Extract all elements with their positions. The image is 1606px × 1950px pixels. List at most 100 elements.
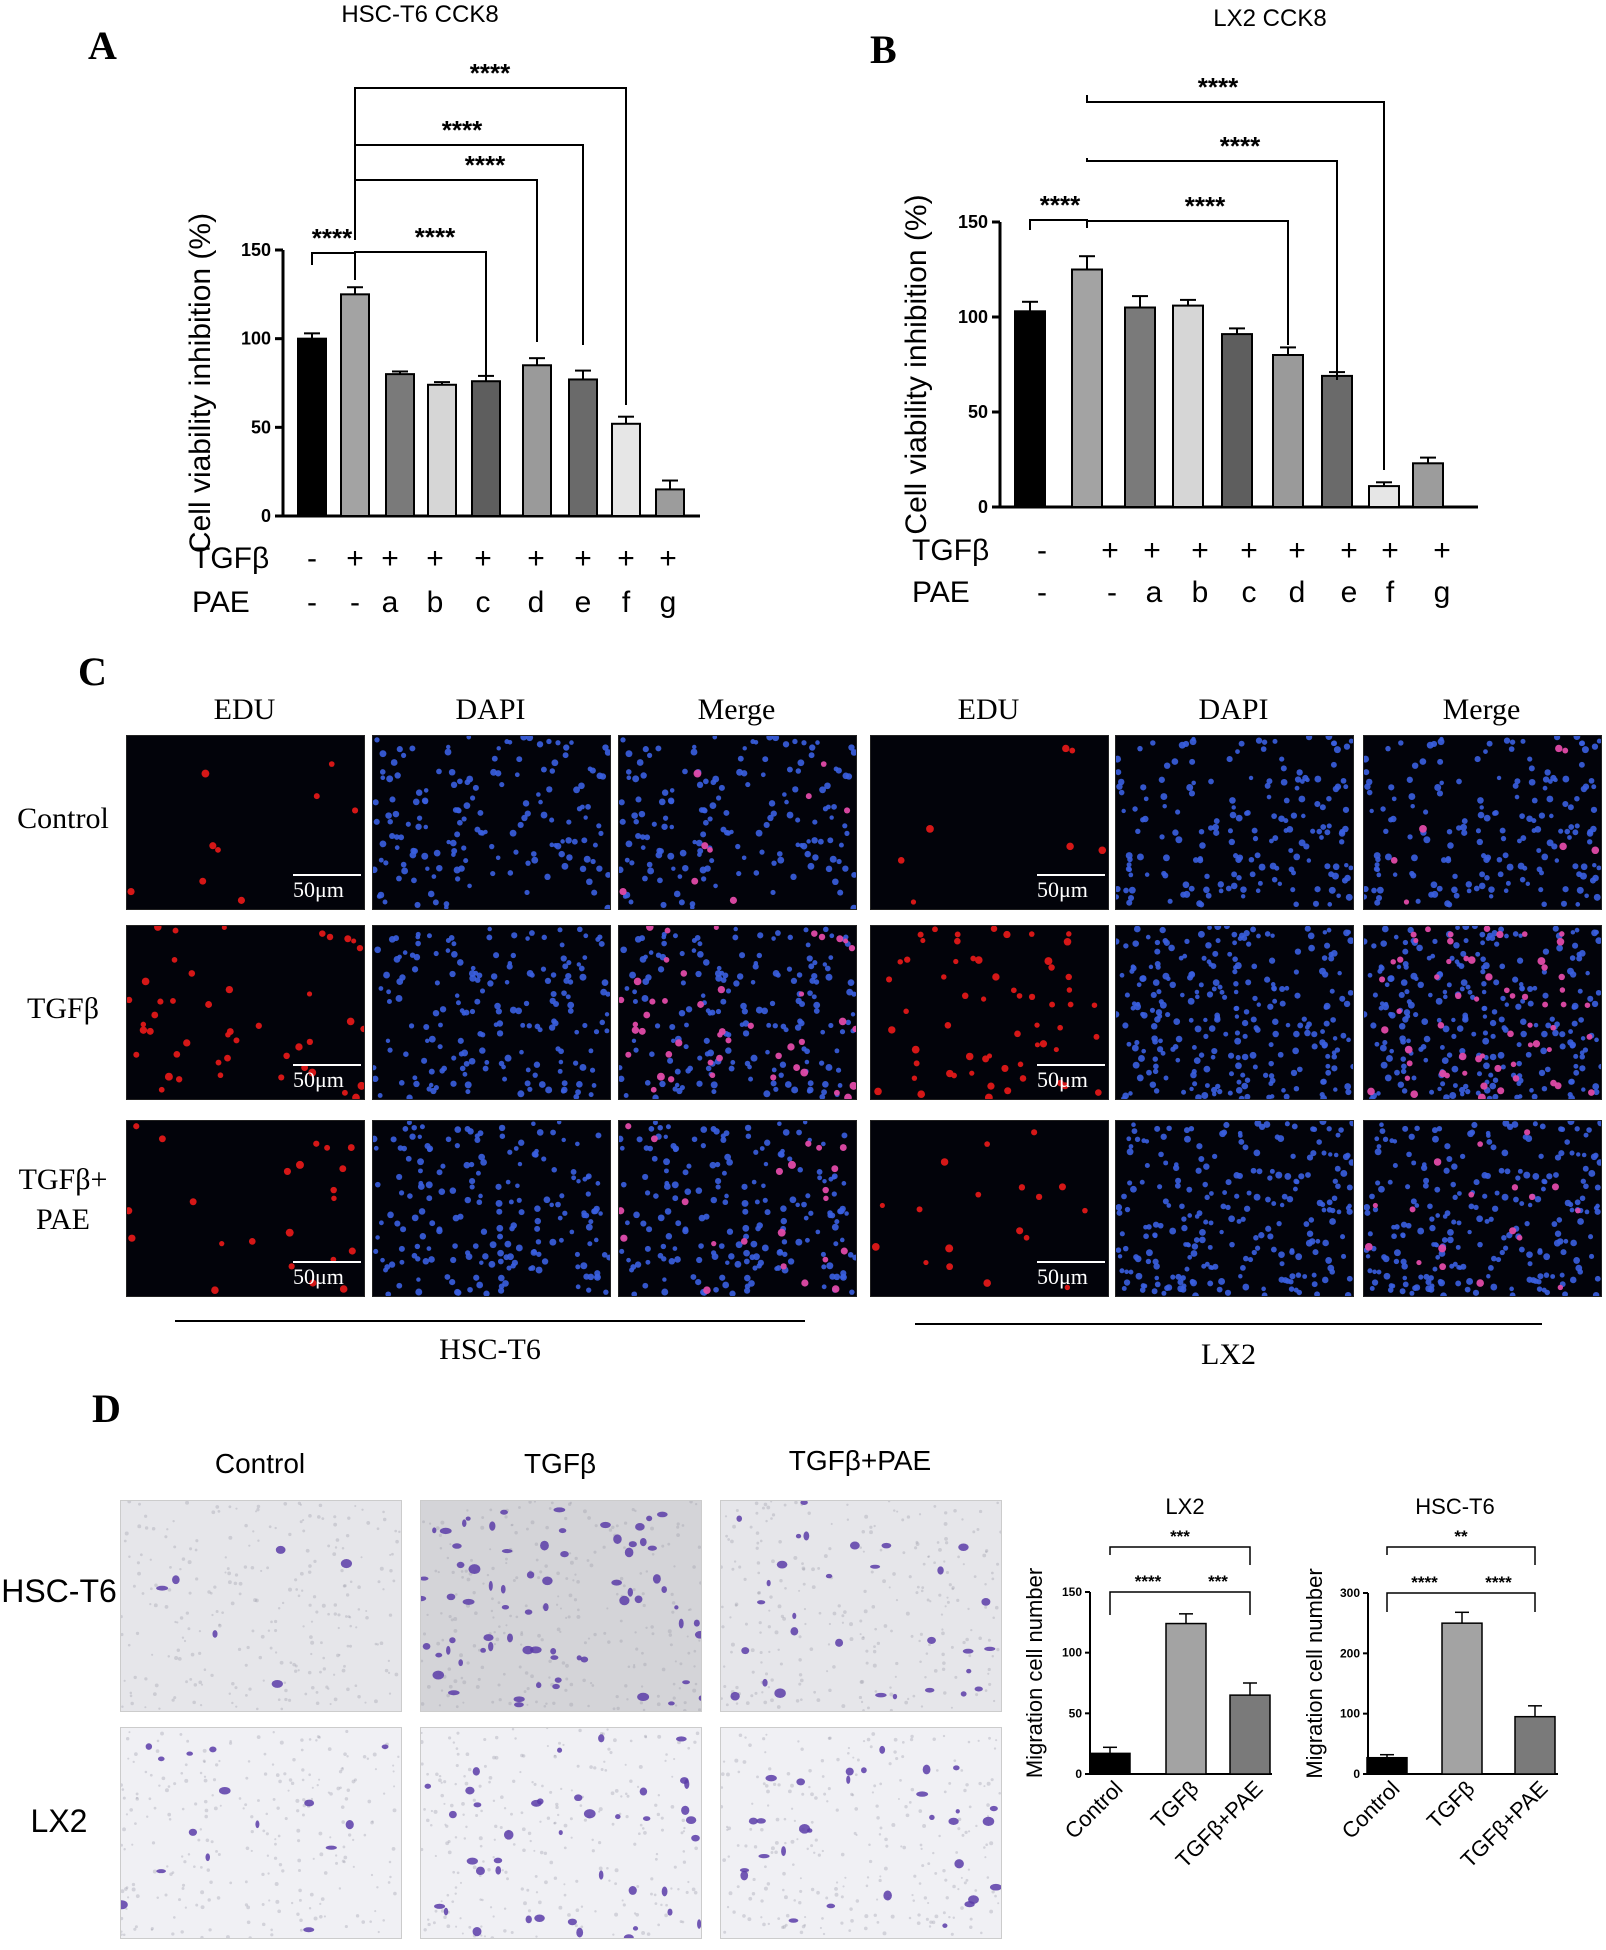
nucleus-dot <box>759 1146 765 1151</box>
edu-dot <box>1446 958 1452 965</box>
nucleus-dot <box>482 1065 489 1072</box>
pore-dot <box>909 1737 914 1742</box>
nucleus-dot <box>1121 808 1126 814</box>
pore-dot <box>287 1789 290 1792</box>
pore-dot <box>455 1763 459 1768</box>
pore-dot <box>556 1627 561 1632</box>
nucleus-dot <box>578 782 585 790</box>
pore-dot <box>827 1787 831 1791</box>
nucleus-dot <box>562 752 569 759</box>
nucleus-dot <box>1182 881 1190 889</box>
pore-dot <box>349 1580 353 1584</box>
nucleus-dot <box>1143 1233 1149 1240</box>
nucleus-dot <box>387 818 393 825</box>
nucleus-dot <box>1398 1023 1406 1030</box>
pore-dot <box>574 1573 577 1576</box>
edu-dot <box>1364 1243 1373 1251</box>
nucleus-dot <box>753 870 760 876</box>
nucleus-dot <box>822 1178 827 1184</box>
pore-dot <box>455 1593 458 1596</box>
nucleus-dot <box>619 1065 623 1071</box>
pore-dot <box>792 1863 795 1866</box>
nucleus-dot <box>491 755 498 762</box>
pore-dot <box>184 1906 187 1909</box>
pore-dot <box>555 1603 559 1606</box>
pore-dot <box>670 1887 673 1890</box>
pore-dot <box>854 1773 858 1777</box>
nucleus-dot <box>1411 854 1418 862</box>
nucleus-dot <box>664 1208 672 1215</box>
pore-dot <box>329 1702 332 1706</box>
pore-dot <box>321 1517 325 1521</box>
pore-dot <box>693 1890 698 1895</box>
migrated-cell <box>796 1778 806 1786</box>
nucleus-dot <box>1486 1274 1491 1279</box>
nucleus-dot <box>1411 1160 1417 1166</box>
edu-dot <box>1004 1087 1012 1095</box>
pore-dot <box>587 1637 591 1640</box>
nucleus-dot <box>1191 1243 1199 1250</box>
bar <box>1089 1752 1131 1775</box>
nucleus-dot <box>1402 1125 1409 1132</box>
edu-dot <box>716 1054 723 1062</box>
migrated-cell <box>968 1895 979 1904</box>
nucleus-dot <box>742 1224 750 1232</box>
pore-dot <box>298 1888 302 1893</box>
pore-dot <box>387 1881 391 1884</box>
nucleus-dot <box>1128 886 1136 894</box>
nucleus-dot <box>1445 855 1451 862</box>
nucleus-dot <box>1518 933 1523 938</box>
pore-dot <box>783 1817 787 1821</box>
edu-dot <box>306 991 313 997</box>
nucleus-dot <box>536 792 541 797</box>
pore-dot <box>756 1561 761 1565</box>
nucleus-dot <box>1248 775 1254 781</box>
nucleus-dot <box>636 1136 643 1143</box>
pore-dot <box>483 1935 486 1938</box>
significance-label: **** <box>415 222 456 252</box>
migrated-cell <box>757 1600 766 1605</box>
pore-dot <box>840 1921 844 1925</box>
nucleus-dot <box>1336 893 1341 899</box>
pore-dot <box>627 1665 631 1668</box>
nucleus-dot <box>839 1029 846 1035</box>
migrated-cell <box>792 1612 797 1619</box>
pore-dot <box>783 1895 788 1900</box>
pore-dot <box>868 1843 871 1847</box>
pore-dot <box>942 1661 946 1665</box>
pore-dot <box>167 1785 171 1788</box>
pore-dot <box>985 1550 988 1554</box>
nucleus-dot <box>1152 1068 1159 1075</box>
nucleus-dot <box>1197 930 1205 938</box>
nucleus-dot <box>723 829 730 836</box>
pore-dot <box>609 1750 613 1755</box>
pore-dot <box>591 1684 595 1687</box>
y-tick-label: 150 <box>241 240 271 260</box>
nucleus-dot <box>591 1083 597 1088</box>
nucleus-dot <box>464 1196 471 1204</box>
nucleus-dot <box>1520 998 1526 1004</box>
nucleus-dot <box>567 1001 575 1009</box>
nucleus-dot <box>1538 887 1544 893</box>
nucleus-dot <box>1315 1238 1321 1244</box>
pore-dot <box>256 1504 261 1509</box>
pore-dot <box>835 1881 839 1884</box>
pore-dot <box>348 1616 352 1619</box>
pore-dot <box>589 1563 594 1568</box>
pore-dot <box>308 1738 312 1741</box>
nucleus-dot <box>602 744 609 751</box>
nucleus-dot <box>1468 1203 1475 1210</box>
nucleus-dot <box>469 1178 476 1185</box>
pore-dot <box>549 1790 553 1794</box>
nucleus-dot <box>750 1054 758 1062</box>
nucleus-dot <box>780 1148 785 1154</box>
pore-dot <box>763 1886 768 1891</box>
nucleus-dot <box>1204 873 1210 880</box>
pore-dot <box>252 1530 255 1533</box>
pore-dot <box>448 1684 453 1689</box>
pore-dot <box>694 1846 698 1851</box>
nucleus-dot <box>1367 1268 1373 1274</box>
nucleus-dot <box>424 1038 430 1044</box>
nucleus-dot <box>641 994 649 1002</box>
migrated-cell <box>432 1527 437 1534</box>
